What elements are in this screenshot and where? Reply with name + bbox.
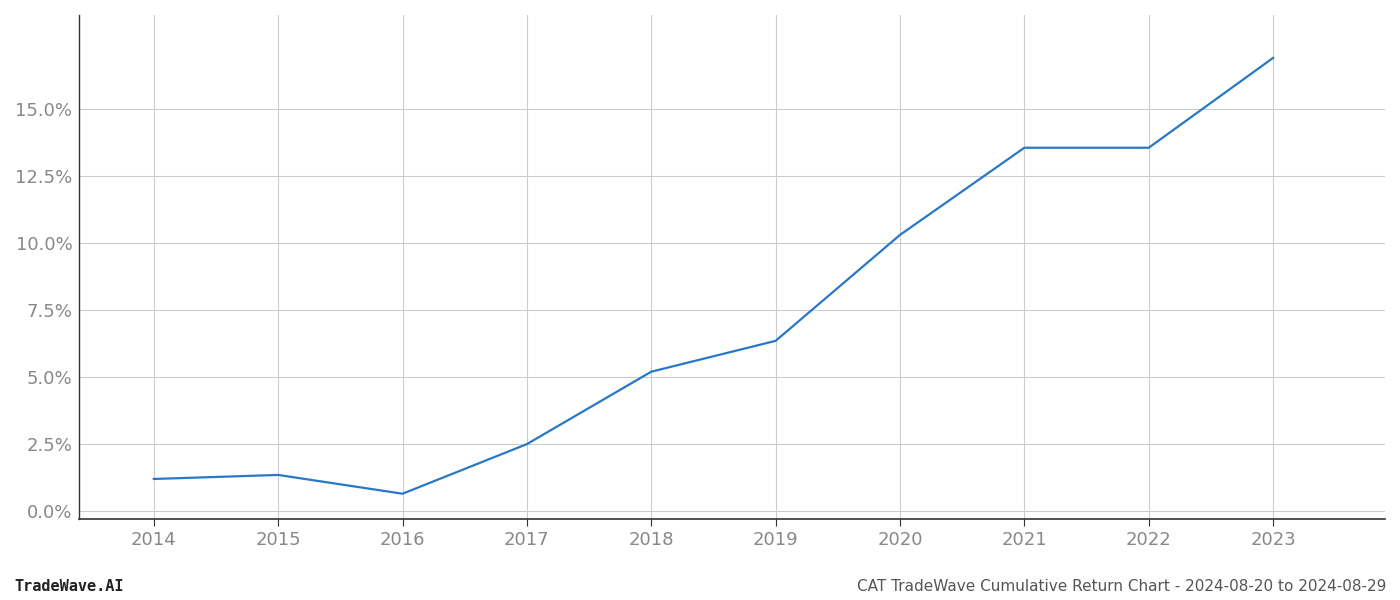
Text: TradeWave.AI: TradeWave.AI — [14, 579, 123, 594]
Text: CAT TradeWave Cumulative Return Chart - 2024-08-20 to 2024-08-29: CAT TradeWave Cumulative Return Chart - … — [857, 579, 1386, 594]
